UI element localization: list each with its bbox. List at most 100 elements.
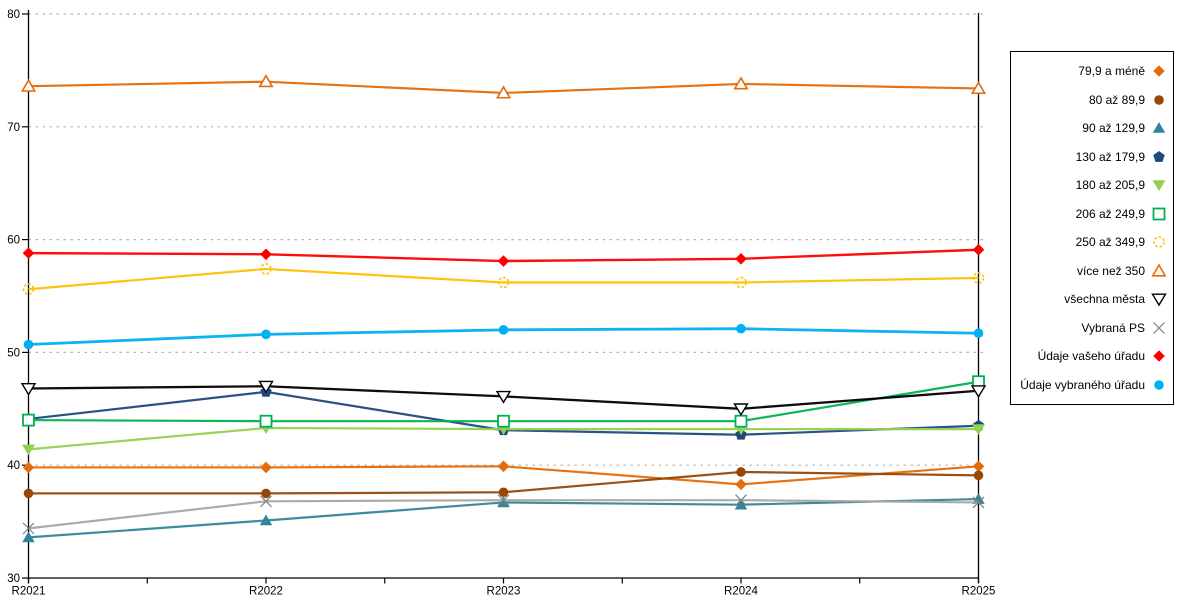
series-marker-triangle-up <box>497 496 510 508</box>
series-180-a-205-9 <box>22 423 985 456</box>
legend-marker-pentagon <box>1153 150 1165 162</box>
legend-marker-x <box>1153 321 1165 334</box>
series-250-a-349-9 <box>22 263 985 296</box>
series-marker-circle <box>498 325 509 335</box>
legend-label: 80 až 89,9 <box>1088 92 1145 107</box>
series-line <box>28 267 979 291</box>
legend-label: více než 350 <box>1076 263 1145 278</box>
series-marker-diamond <box>735 478 747 491</box>
legend-marker-diamond <box>1153 350 1165 363</box>
legend-marker-triangle-down <box>1152 180 1166 192</box>
series-marker-circle-dashed <box>497 276 510 289</box>
legend-item: 180 až 205,9 <box>1015 173 1168 197</box>
series-marker-diamond <box>1153 65 1165 78</box>
legend-marker-triangle-down <box>1151 293 1167 307</box>
series-marker-triangle-down <box>258 380 274 394</box>
legend-marker-diamond <box>1153 65 1165 78</box>
legend-marker-circle-dashed <box>1153 236 1165 249</box>
series-marker-square <box>22 413 35 427</box>
legend-item: 90 až 129,9 <box>1015 116 1168 140</box>
legend-label: 90 až 129,9 <box>1082 121 1145 136</box>
x-tick-label: R2022 <box>249 586 283 598</box>
series-marker-triangle-down <box>20 382 37 396</box>
legend-label: Údaje vybraného úřadu <box>1020 377 1145 392</box>
series-marker-triangle-up <box>1152 122 1166 134</box>
series-79-9-a-m-n- <box>22 460 985 491</box>
series-marker-circle <box>973 470 984 481</box>
series-marker-triangle-up <box>733 76 749 90</box>
series-marker-triangle-down <box>22 444 35 456</box>
legend-label: 250 až 349,9 <box>1075 235 1145 250</box>
series-90-a-129-9 <box>22 493 985 543</box>
series-marker-triangle-up <box>734 498 748 510</box>
legend-label: 79,9 a méně <box>1078 64 1145 79</box>
series-marker-triangle-down <box>1151 293 1167 307</box>
legend-label: 206 až 249,9 <box>1075 206 1145 221</box>
legend-label: všechna města <box>1064 292 1145 307</box>
series-marker-diamond <box>497 460 510 473</box>
x-tick-label: R2025 <box>962 586 996 598</box>
series-marker-circle-dashed <box>1153 236 1165 249</box>
series-marker-diamond <box>22 461 35 474</box>
series-marker-square <box>497 414 510 428</box>
y-tick-label: 60 <box>7 235 20 247</box>
series-80-a-89-9 <box>23 467 984 499</box>
series-marker-triangle-up <box>258 74 274 88</box>
series-marker-x <box>735 494 747 507</box>
series-marker-triangle-up <box>970 80 987 95</box>
series-marker-triangle-up <box>259 514 273 526</box>
series-marker-circle <box>498 487 509 498</box>
series-marker-circle <box>1154 94 1164 105</box>
series-marker-pentagon <box>1153 150 1165 162</box>
legend-label: Údaje vašeho úřadu <box>1037 349 1145 364</box>
series-marker-triangle-down <box>733 403 749 417</box>
legend-label: 130 až 179,9 <box>1075 149 1145 164</box>
y-tick-label: 80 <box>7 9 20 21</box>
legend-item: více než 350 <box>1015 259 1168 283</box>
legend-item: všechna města <box>1015 287 1168 311</box>
series-marker-circle <box>23 488 34 499</box>
series-marker-circle <box>736 323 746 334</box>
legend-item: 79,9 a méně <box>1015 59 1168 83</box>
series-marker-diamond <box>497 255 510 267</box>
series-marker-triangle-up <box>22 531 35 543</box>
y-tick-label: 70 <box>7 122 20 134</box>
legend-label: Vybraná PS <box>1081 320 1145 335</box>
series-marker-x <box>972 496 985 509</box>
series-marker-diamond <box>735 252 747 265</box>
series-marker-triangle-up <box>20 78 37 92</box>
legend-item: 130 až 179,9 <box>1015 145 1168 169</box>
legend-marker-circle <box>1154 379 1164 390</box>
series-marker-circle <box>261 488 271 499</box>
legend-item: Údaje vybraného úřadu <box>1015 373 1168 397</box>
legend-item: 250 až 349,9 <box>1015 230 1168 254</box>
series-marker-x <box>497 494 510 507</box>
series-marker-triangle-down <box>970 385 987 399</box>
series-marker-diamond <box>260 461 272 474</box>
y-tick-label: 40 <box>7 460 20 472</box>
y-tick-label: 30 <box>7 573 20 585</box>
series-marker-circle-dashed <box>22 283 35 296</box>
chart-legend: 79,9 a méně 80 až 89,9 90 až 129,9 130 až 1… <box>1010 51 1174 405</box>
series-marker-square <box>259 414 273 428</box>
legend-marker-triangle-up <box>1151 263 1167 277</box>
series-marker-circle <box>1154 379 1164 390</box>
series-marker-circle <box>23 339 34 350</box>
series-marker-diamond <box>22 247 35 259</box>
series-marker-x <box>22 522 35 535</box>
series--daje-va-eho-adu <box>22 243 985 267</box>
x-tick-label: R2021 <box>12 586 46 598</box>
legend-item: 80 až 89,9 <box>1015 88 1168 112</box>
legend-marker-square <box>1152 207 1166 221</box>
series-marker-x <box>260 495 272 508</box>
series-v-ce-ne-350 <box>20 74 987 99</box>
series-marker-circle <box>973 328 984 339</box>
series-marker-triangle-down <box>1152 180 1166 192</box>
series-marker-circle-dashed <box>735 276 747 289</box>
series-marker-circle <box>736 467 746 477</box>
series--daje-vybran-ho-adu <box>23 323 984 350</box>
series-marker-diamond <box>1153 350 1165 363</box>
series-marker-square <box>1152 207 1166 221</box>
y-tick-label: 50 <box>7 347 20 359</box>
